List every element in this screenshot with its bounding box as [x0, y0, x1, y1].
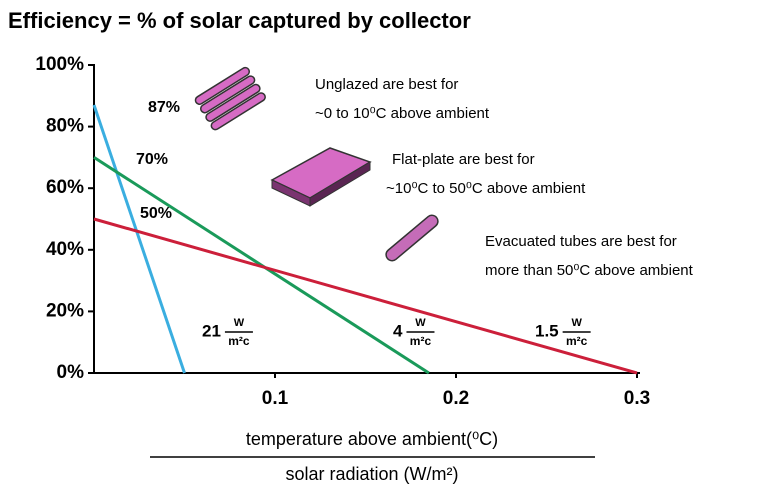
x-axis-label: temperature above ambient(⁰C) — [246, 429, 498, 449]
line — [92, 104, 186, 374]
line-label-unit: m²c — [410, 334, 432, 348]
line-label-unit: m²c — [566, 334, 588, 348]
line-label-unit: W — [571, 317, 582, 329]
y-tick-label: 20% — [46, 300, 84, 321]
line-label-number: 1.5 — [535, 321, 559, 340]
note: Evacuated tubes are best for — [485, 233, 677, 250]
y-tick-label: 60% — [46, 177, 84, 198]
chart-title: Efficiency = % of solar captured by coll… — [8, 8, 471, 33]
y-tick-label: 0% — [57, 362, 85, 383]
y-tick-label: 40% — [46, 239, 84, 260]
note: Flat-plate are best for — [392, 151, 535, 168]
evacuated-tube-icon — [385, 214, 439, 262]
line-label-unit: W — [415, 317, 426, 329]
note: Unglazed are best for — [315, 76, 458, 93]
note: more than 50⁰C above ambient — [485, 262, 694, 279]
line — [93, 217, 638, 375]
x-tick-label: 0.3 — [624, 388, 650, 409]
start-label: 87% — [148, 99, 180, 116]
x-tick-label: 0.1 — [262, 388, 289, 409]
note: ~10⁰C to 50⁰C above ambient — [386, 180, 586, 197]
line-label-number: 21 — [202, 321, 221, 340]
x-axis-label: solar radiation (W/m²) — [285, 464, 458, 484]
y-tick-label: 100% — [35, 54, 84, 75]
x-tick-label: 0.2 — [443, 388, 469, 409]
unglazed-icon — [194, 66, 266, 131]
start-label: 50% — [140, 205, 172, 222]
line-label-unit: W — [234, 317, 245, 329]
note: ~0 to 10⁰C above ambient — [315, 105, 490, 122]
line-label-unit: m²c — [228, 334, 250, 348]
flat-plate-icon — [270, 147, 372, 207]
start-label: 70% — [136, 151, 168, 168]
y-tick-label: 80% — [46, 116, 84, 137]
line-label-number: 4 — [393, 321, 403, 340]
